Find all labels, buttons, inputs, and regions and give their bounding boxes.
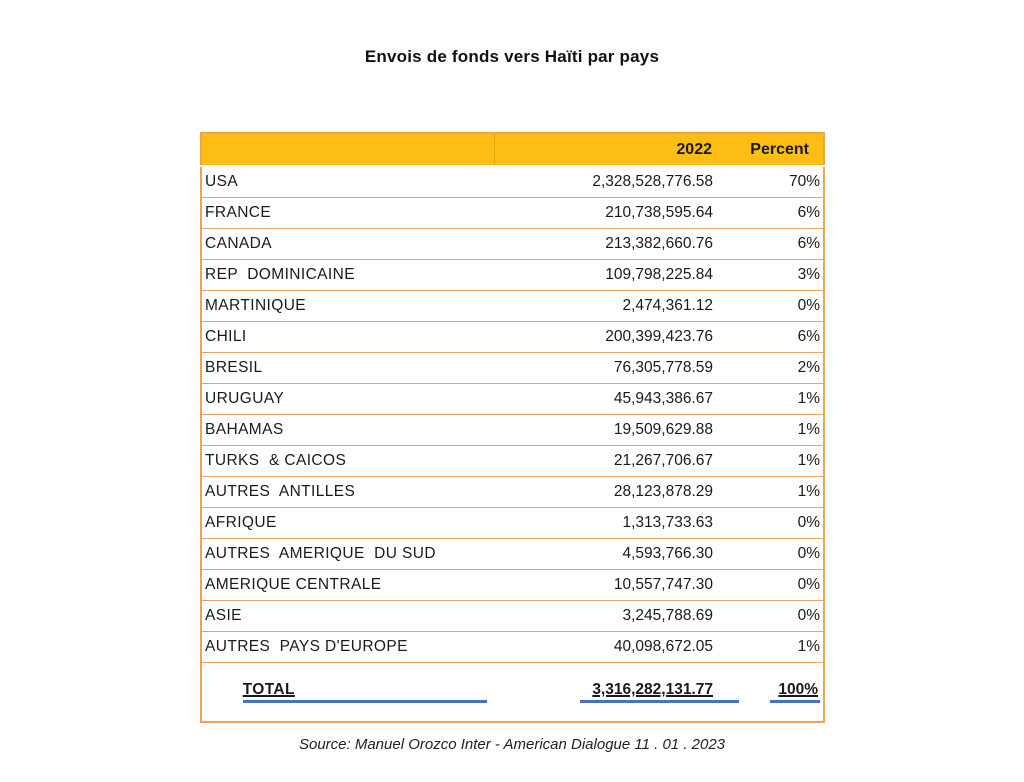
table-row: USA 2,328,528,776.58 70% — [201, 166, 824, 198]
value-cell: 76,305,778.59 — [494, 352, 718, 384]
table-header-row: 2022 Percent — [201, 133, 824, 167]
table-row: REP DOMINICAINE 109,798,225.84 3% — [201, 259, 824, 291]
percent-cell: 0% — [718, 600, 824, 632]
table-row: AUTRES ANTILLES 28,123,878.29 1% — [201, 476, 824, 508]
country-cell: FRANCE — [201, 197, 494, 229]
total-underline: TOTAL — [242, 681, 487, 703]
value-cell: 28,123,878.29 — [494, 476, 718, 508]
header-percent: Percent — [718, 133, 824, 167]
table-row: AUTRES AMERIQUE DU SUD 4,593,766.30 0% — [201, 538, 824, 570]
percent-cell: 0% — [718, 290, 824, 322]
country-cell: REP DOMINICAINE — [201, 259, 494, 291]
value-cell: 19,509,629.88 — [494, 414, 718, 446]
total-percent-cell: 100% — [718, 663, 824, 723]
value-cell: 2,474,361.12 — [494, 290, 718, 322]
header-country — [201, 133, 495, 167]
total-row: TOTAL 3,316,282,131.77 100% — [201, 663, 824, 723]
percent-cell: 0% — [718, 569, 824, 601]
percent-cell: 1% — [718, 414, 824, 446]
country-cell: CHILI — [201, 321, 494, 353]
table-row: MARTINIQUE 2,474,361.12 0% — [201, 290, 824, 322]
total-value: 3,316,282,131.77 — [580, 681, 739, 703]
total-label-cell: TOTAL — [201, 663, 494, 723]
country-cell: CANADA — [201, 228, 494, 260]
percent-cell: 3% — [718, 259, 824, 291]
table-row: AMERIQUE CENTRALE 10,557,747.30 0% — [201, 569, 824, 601]
table-row: URUGUAY 45,943,386.67 1% — [201, 383, 824, 415]
value-cell: 45,943,386.67 — [494, 383, 718, 415]
value-cell: 10,557,747.30 — [494, 569, 718, 601]
value-cell: 3,245,788.69 — [494, 600, 718, 632]
country-cell: AFRIQUE — [201, 507, 494, 539]
percent-cell: 1% — [718, 631, 824, 663]
country-cell: AMERIQUE CENTRALE — [201, 569, 494, 601]
percent-cell: 6% — [718, 321, 824, 353]
page-title: Envois de fonds vers Haïti par pays — [364, 47, 660, 66]
header-2022: 2022 — [494, 133, 718, 167]
country-cell: BRESIL — [201, 352, 494, 384]
value-cell: 1,313,733.63 — [494, 507, 718, 539]
table-row: BAHAMAS 19,509,629.88 1% — [201, 414, 824, 446]
country-cell: ASIE — [201, 600, 494, 632]
table-row: AFRIQUE 1,313,733.63 0% — [201, 507, 824, 539]
country-cell: BAHAMAS — [201, 414, 494, 446]
table-row: AUTRES PAYS D'EUROPE 40,098,672.05 1% — [201, 631, 824, 663]
total-value-cell: 3,316,282,131.77 — [494, 663, 739, 723]
percent-cell: 2% — [718, 352, 824, 384]
percent-cell: 6% — [718, 197, 824, 229]
value-cell: 21,267,706.67 — [494, 445, 718, 477]
source-note: Source: Manuel Orozco Inter - American D… — [298, 736, 726, 753]
country-cell: AUTRES PAYS D'EUROPE — [201, 631, 494, 663]
total-label: TOTAL — [242, 681, 295, 698]
country-cell: TURKS & CAICOS — [201, 445, 494, 477]
value-cell: 4,593,766.30 — [494, 538, 718, 570]
value-cell: 200,399,423.76 — [494, 321, 718, 353]
table-row: ASIE 3,245,788.69 0% — [201, 600, 824, 632]
percent-cell: 1% — [718, 476, 824, 508]
country-cell: USA — [201, 166, 494, 198]
percent-cell: 0% — [718, 507, 824, 539]
value-cell: 210,738,595.64 — [494, 197, 718, 229]
percent-cell: 1% — [718, 445, 824, 477]
value-cell: 2,328,528,776.58 — [494, 166, 718, 198]
country-cell: AUTRES ANTILLES — [201, 476, 494, 508]
country-cell: AUTRES AMERIQUE DU SUD — [201, 538, 494, 570]
country-cell: MARTINIQUE — [201, 290, 494, 322]
table-row: BRESIL 76,305,778.59 2% — [201, 352, 824, 384]
table-row: FRANCE 210,738,595.64 6% — [201, 197, 824, 229]
percent-cell: 0% — [718, 538, 824, 570]
value-cell: 40,098,672.05 — [494, 631, 718, 663]
table-row: TURKS & CAICOS 21,267,706.67 1% — [201, 445, 824, 477]
value-cell: 109,798,225.84 — [494, 259, 718, 291]
value-cell: 213,382,660.76 — [494, 228, 718, 260]
table-row: CANADA 213,382,660.76 6% — [201, 228, 824, 260]
country-cell: URUGUAY — [201, 383, 494, 415]
percent-cell: 6% — [718, 228, 824, 260]
remittances-table: 2022 Percent USA 2,328,528,776.58 70% FR… — [200, 132, 825, 723]
table-row: CHILI 200,399,423.76 6% — [201, 321, 824, 353]
total-percent: 100% — [770, 681, 820, 703]
percent-cell: 70% — [718, 166, 824, 198]
percent-cell: 1% — [718, 383, 824, 415]
